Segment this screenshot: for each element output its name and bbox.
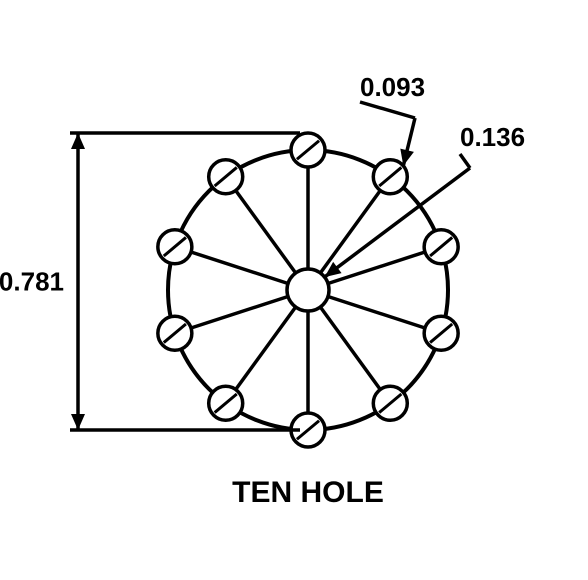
spoke — [320, 307, 380, 390]
spoke — [191, 252, 288, 284]
leader-136-h — [460, 154, 470, 168]
spoke — [236, 307, 296, 390]
center-hole — [287, 269, 329, 311]
spoke — [236, 190, 296, 273]
spoke — [191, 296, 288, 328]
spoke — [320, 190, 380, 273]
leader-093-h — [360, 102, 415, 118]
spoke — [328, 296, 425, 328]
dim-label-center: 0.136 — [460, 122, 525, 152]
dim-label-hole: 0.093 — [360, 72, 425, 102]
dim-label-height: 0.781 — [0, 267, 64, 297]
caption: TEN HOLE — [232, 476, 384, 509]
spoke — [328, 252, 425, 284]
